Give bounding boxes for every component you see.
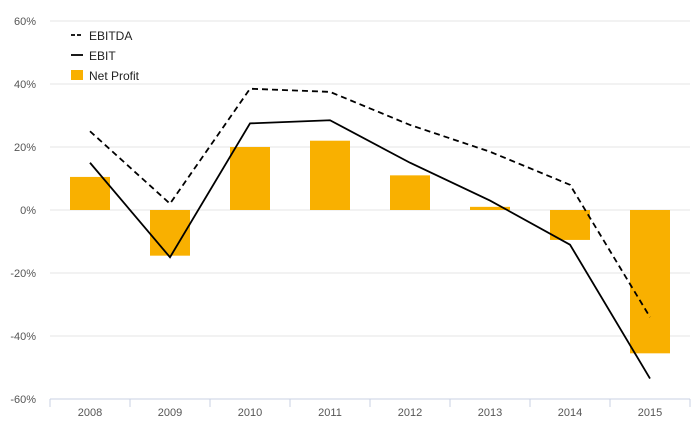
legend-label: Net Profit (89, 69, 140, 83)
grid (50, 20, 690, 337)
x-tick-label: 2014 (558, 407, 582, 419)
x-tick-label: 2008 (78, 407, 102, 419)
legend-swatch-net-profit (71, 70, 83, 80)
x-tick-label: 2013 (478, 407, 502, 419)
axes: 60% 40% 20% 0% -20% -40% -60% 2008 2009 2010 2011 2… (10, 16, 691, 419)
legend: EBITDA EBIT Net Profit (71, 29, 140, 83)
x-tick-label: 2009 (158, 407, 182, 419)
bar-net-profit (550, 210, 590, 240)
bar-net-profit (70, 176, 110, 210)
legend-label: EBITDA (89, 29, 132, 43)
x-tick-label: 2012 (398, 407, 422, 419)
y-tick-label: 40% (14, 79, 36, 91)
y-tick-label: 60% (14, 16, 36, 28)
y-tick-label: 0% (20, 205, 36, 217)
bar-net-profit (230, 147, 270, 210)
y-tick-label: -20% (10, 268, 36, 280)
x-tick-label: 2011 (318, 407, 342, 419)
x-tick-label: 2010 (238, 407, 262, 419)
bar-net-profit (390, 175, 430, 210)
y-tick-label: -40% (10, 331, 36, 343)
bar-net-profit (630, 210, 670, 354)
lines (89, 87, 651, 379)
line-ebitda (89, 87, 651, 318)
bar-net-profit (470, 206, 510, 210)
line-ebit (89, 119, 651, 379)
legend-label: EBIT (89, 49, 116, 63)
bars-net-profit (70, 140, 670, 354)
bar-net-profit (150, 210, 190, 256)
y-tick-label: -60% (10, 394, 36, 406)
bar-net-profit (310, 140, 350, 210)
x-tick-label: 2015 (638, 407, 662, 419)
y-tick-label: 20% (14, 142, 36, 154)
